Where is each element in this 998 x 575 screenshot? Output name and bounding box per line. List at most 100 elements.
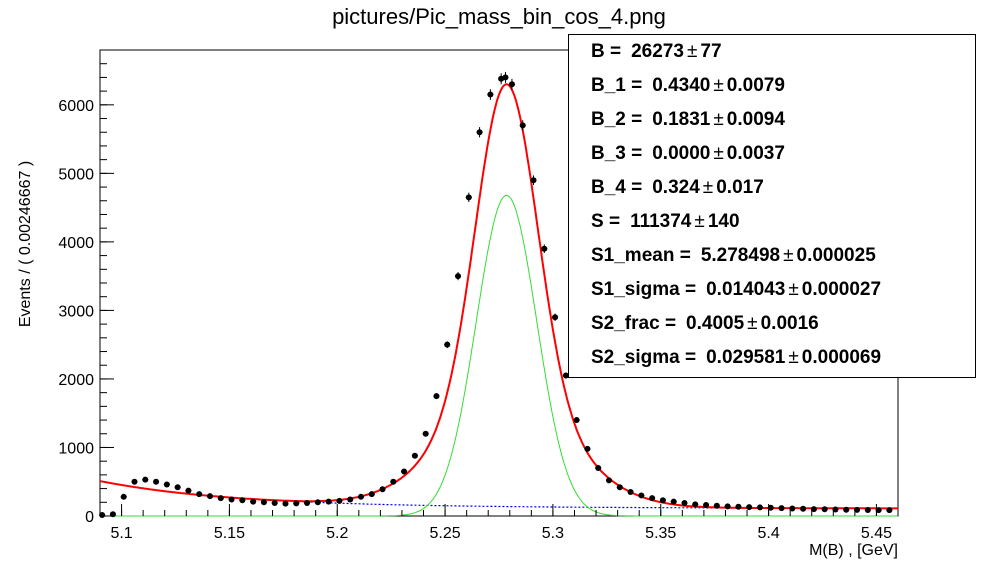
data-point	[271, 499, 278, 506]
fit-parameter-row: B_4 = 0.324 ±0.017	[591, 177, 764, 199]
fit-parameter-row: S2_frac = 0.4005 ±0.0016	[591, 313, 819, 335]
y-tick-label: 2000	[58, 372, 94, 389]
parameter-name: S1_sigma =	[591, 279, 697, 300]
data-point	[250, 498, 257, 505]
data-point	[390, 478, 397, 485]
y-tick-label: 0	[85, 509, 94, 526]
parameter-name: S2_frac =	[591, 313, 677, 334]
parameter-value: 0.014043	[706, 279, 786, 300]
data-point	[196, 491, 203, 498]
data-point	[314, 499, 321, 506]
data-point	[465, 194, 472, 201]
data-point	[875, 507, 882, 514]
signal-component-curve	[100, 194, 898, 517]
data-point	[502, 74, 509, 81]
fit-parameter-row: B_2 = 0.1831 ±0.0094	[591, 109, 785, 131]
data-point	[368, 491, 375, 498]
parameter-value: 0.324	[652, 177, 700, 198]
data-point	[778, 505, 785, 512]
data-point	[163, 481, 170, 488]
data-point	[120, 493, 127, 500]
parameter-name: B_4 =	[591, 177, 643, 198]
data-point	[886, 507, 893, 514]
data-point	[573, 417, 580, 424]
x-tick-label: 5.45	[861, 525, 892, 542]
parameter-error: 0.0094	[726, 109, 785, 130]
fit-parameter-row: S2_sigma = 0.029581 ±0.000069	[591, 347, 881, 369]
x-axis-label: M(B) , [GeV]	[809, 542, 898, 559]
data-point	[185, 487, 192, 494]
data-point	[174, 484, 181, 491]
parameter-value: 26273	[631, 41, 684, 62]
fit-parameter-row: S1_mean = 5.278498 ±0.000025	[591, 245, 876, 267]
parameter-error: 0.0037	[726, 143, 785, 164]
plus-minus-symbol: ±	[713, 75, 724, 96]
plus-minus-symbol: ±	[783, 245, 794, 266]
data-point	[206, 493, 213, 500]
y-axis-label: Events / ( 0.00246667 )	[17, 161, 34, 327]
parameter-name: B_3 =	[591, 143, 643, 164]
fit-parameter-row: B = 26273 ±77	[591, 41, 722, 63]
data-point	[789, 505, 796, 512]
data-point	[756, 504, 763, 511]
data-point	[595, 465, 602, 472]
data-point	[530, 177, 537, 184]
data-point	[142, 476, 149, 483]
data-point	[239, 497, 246, 504]
data-point	[411, 452, 418, 459]
parameter-name: B_2 =	[591, 109, 643, 130]
data-point	[605, 477, 612, 484]
plus-minus-symbol: ±	[686, 41, 698, 62]
fit-parameters-box: B = 26273 ±77 B_1 = 0.4340 ±0.0079 B_2 = 0.1831…	[568, 34, 976, 378]
data-point	[304, 499, 311, 506]
data-point	[357, 493, 364, 500]
parameter-name: S1_mean =	[591, 245, 691, 266]
parameter-value: 0.1831	[652, 109, 711, 130]
data-point	[638, 492, 645, 499]
data-point	[616, 484, 623, 491]
plus-minus-symbol: ±	[747, 313, 758, 334]
parameter-name: S2_sigma =	[591, 347, 697, 368]
x-tick-label: 5.35	[645, 525, 676, 542]
fit-parameter-row: B_1 = 0.4340 ±0.0079	[591, 75, 785, 97]
parameter-name: B_1 =	[591, 75, 643, 96]
parameter-error: 0.000025	[796, 245, 876, 266]
data-point	[724, 503, 731, 510]
plus-minus-symbol: ±	[694, 211, 705, 232]
data-point	[433, 393, 440, 400]
data-point	[767, 504, 774, 511]
parameter-value: 0.0000	[652, 143, 711, 164]
data-point	[659, 497, 666, 504]
data-point	[703, 502, 710, 509]
y-tick-label: 6000	[58, 98, 94, 115]
plus-minus-symbol: ±	[713, 109, 724, 130]
data-point	[508, 81, 515, 88]
parameter-name: S =	[591, 211, 621, 232]
data-point	[325, 498, 332, 505]
parameter-error: 0.0079	[726, 75, 785, 96]
plus-minus-symbol: ±	[788, 347, 799, 368]
data-point	[552, 314, 559, 321]
data-point	[282, 500, 289, 507]
parameter-error: 140	[707, 211, 740, 232]
parameter-value: 0.4005	[686, 313, 745, 334]
data-point	[670, 498, 677, 505]
parameter-value: 0.029581	[706, 347, 786, 368]
data-point	[347, 496, 354, 503]
y-tick-label: 5000	[58, 166, 94, 183]
y-tick-label: 4000	[58, 235, 94, 252]
x-tick-label: 5.4	[757, 525, 779, 542]
x-tick-label: 5.15	[214, 525, 245, 542]
fit-parameter-row: B_3 = 0.0000 ±0.0037	[591, 143, 785, 165]
x-tick-label: 5.2	[326, 525, 348, 542]
data-point	[217, 495, 224, 502]
y-tick-label: 1000	[58, 440, 94, 457]
data-point	[476, 129, 483, 136]
data-point	[713, 502, 720, 509]
x-tick-label: 5.3	[542, 525, 564, 542]
data-point	[379, 486, 386, 493]
parameter-value: 0.4340	[652, 75, 711, 96]
parameter-error: 0.000027	[801, 279, 882, 300]
data-point	[541, 245, 548, 252]
